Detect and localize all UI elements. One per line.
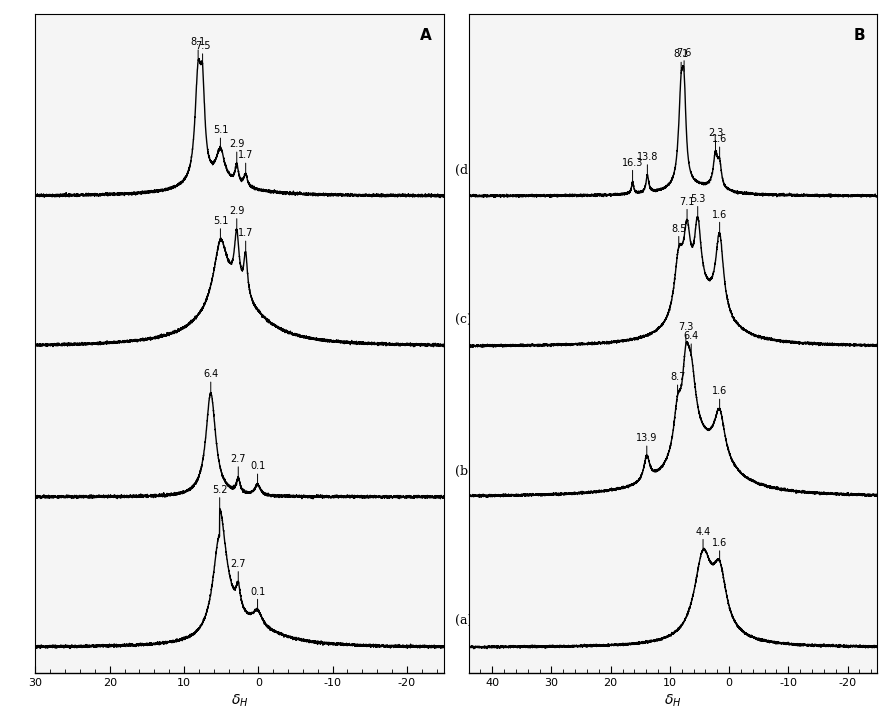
X-axis label: $\delta_{H}$: $\delta_{H}$ [231, 692, 248, 709]
Text: 5.3: 5.3 [690, 194, 705, 217]
Text: 5.1: 5.1 [213, 216, 228, 240]
Text: 16.3: 16.3 [622, 158, 643, 181]
Text: 7.6: 7.6 [676, 48, 692, 72]
X-axis label: $\delta_{H}$: $\delta_{H}$ [664, 692, 681, 709]
Text: (c): (c) [455, 314, 472, 327]
Text: 2.7: 2.7 [230, 559, 246, 582]
Text: (b): (b) [455, 465, 473, 478]
Text: (a): (a) [455, 615, 472, 628]
Text: 1.7: 1.7 [238, 151, 253, 174]
Text: 1.6: 1.6 [712, 538, 727, 562]
Text: A: A [420, 28, 431, 43]
Text: 0.1: 0.1 [250, 461, 265, 485]
Text: 8.5: 8.5 [671, 224, 687, 247]
Text: 2.9: 2.9 [229, 139, 245, 163]
Text: 8.7: 8.7 [670, 372, 685, 396]
Text: B: B [853, 28, 865, 43]
Text: 4.4: 4.4 [696, 526, 711, 550]
Text: 1.7: 1.7 [238, 228, 253, 252]
Text: 5.2: 5.2 [212, 485, 228, 508]
Text: 8.1: 8.1 [190, 37, 206, 61]
Text: 13.8: 13.8 [637, 152, 658, 175]
Text: 0.1: 0.1 [250, 586, 265, 610]
Text: 2.7: 2.7 [230, 454, 246, 478]
Text: 7.3: 7.3 [678, 321, 694, 345]
Text: 5.1: 5.1 [213, 125, 228, 149]
Text: 7.1: 7.1 [680, 197, 695, 220]
Text: (d): (d) [455, 164, 473, 177]
Text: 8.1: 8.1 [673, 49, 688, 73]
Text: 2.9: 2.9 [229, 206, 245, 230]
Text: 1.6: 1.6 [712, 387, 727, 410]
Text: 1.6: 1.6 [712, 134, 727, 158]
Text: 6.4: 6.4 [203, 369, 218, 393]
Text: 1.6: 1.6 [712, 209, 727, 233]
Text: 7.5: 7.5 [195, 41, 210, 64]
Text: 6.4: 6.4 [684, 331, 699, 355]
Text: 2.3: 2.3 [708, 127, 723, 151]
Text: 13.9: 13.9 [636, 433, 657, 457]
